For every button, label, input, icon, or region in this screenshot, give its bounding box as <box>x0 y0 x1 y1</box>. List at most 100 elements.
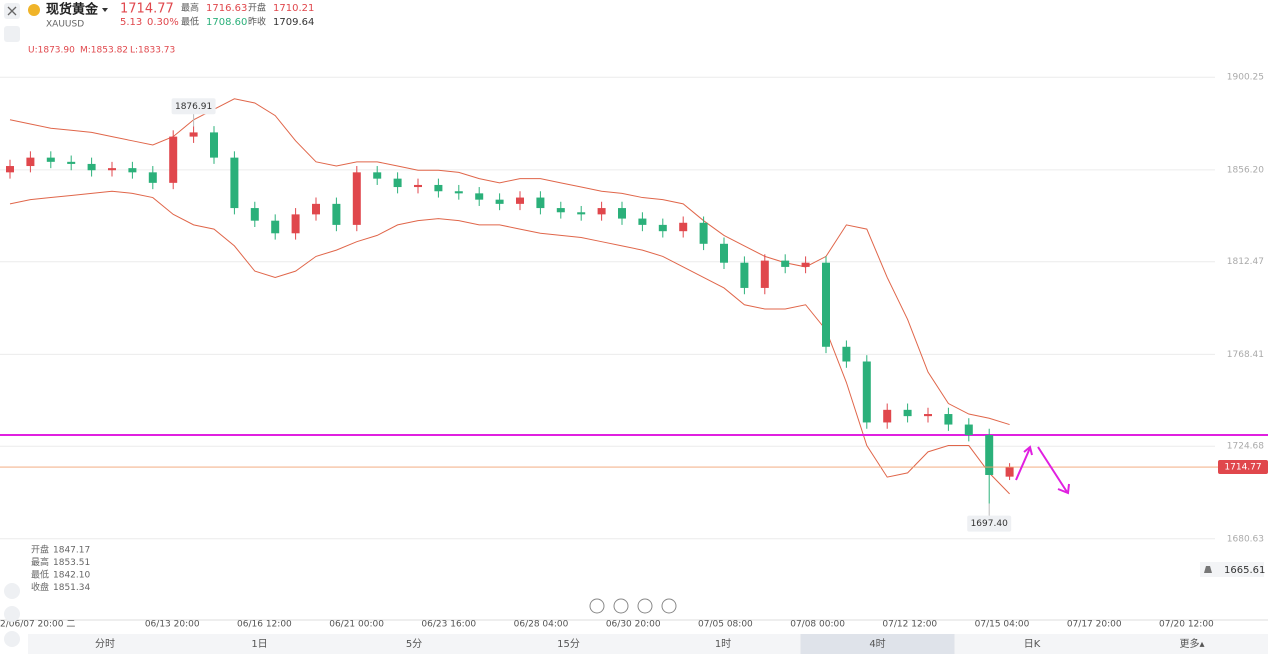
candle-body <box>108 168 116 171</box>
info-value: 1847.17 <box>53 546 90 556</box>
x-tick-label: 06/16 12:00 <box>237 620 292 630</box>
expand-button[interactable] <box>4 26 20 42</box>
symbol-name[interactable]: 现货黄金 <box>46 2 99 18</box>
candle-body <box>985 435 994 475</box>
candle-body <box>210 132 218 158</box>
tab[interactable]: 日K <box>1024 639 1041 650</box>
candle-body <box>230 157 239 209</box>
low-label: 最低 <box>181 16 199 28</box>
candle-body <box>352 172 361 225</box>
info-value: 1851.34 <box>53 583 90 593</box>
x-tick-label: 06/30 20:00 <box>606 620 661 630</box>
low-value: 1708.60 <box>206 17 247 28</box>
alert-price: 1665.61 <box>1224 565 1265 576</box>
candle-body <box>781 260 790 267</box>
bell-icon <box>1204 566 1212 573</box>
boll-lower: L:1833.73 <box>130 46 175 56</box>
zoom-in[interactable] <box>661 598 677 614</box>
tab[interactable]: 更多▴ <box>1179 637 1204 650</box>
candle-body <box>271 220 280 234</box>
tab[interactable]: 分时 <box>95 638 115 650</box>
boll-mid: M:1853.82 <box>80 46 128 56</box>
candle-body <box>189 132 198 137</box>
candle-body <box>964 424 973 436</box>
zoom-out[interactable] <box>589 598 605 614</box>
tab[interactable]: 1时 <box>715 638 731 650</box>
candle-body <box>393 178 402 188</box>
annotation-label: 1697.40 <box>971 519 1008 529</box>
indicator-button[interactable] <box>4 583 20 599</box>
candle-body <box>822 262 830 347</box>
candle-body <box>536 197 545 209</box>
candle-body <box>373 172 382 179</box>
annotation-arrows <box>1015 445 1070 495</box>
settings-button[interactable] <box>4 631 20 647</box>
candle-body <box>577 212 586 215</box>
info-label: 开盘 <box>31 544 49 556</box>
candle-body <box>679 222 688 232</box>
candle-body <box>454 191 463 194</box>
high-value: 1716.63 <box>206 3 247 14</box>
x-tick-label: 07/15 04:00 <box>975 620 1030 630</box>
y-tick-label: 1856.20 <box>1227 165 1264 175</box>
high-label: 最高 <box>181 2 199 14</box>
candle-body <box>618 208 626 219</box>
candle-body <box>414 184 422 188</box>
candle-body <box>720 243 728 263</box>
candle-body <box>1005 467 1014 477</box>
prev[interactable] <box>613 598 629 614</box>
candle-body <box>128 168 137 173</box>
next[interactable] <box>637 598 653 614</box>
y-tick-label: 1724.68 <box>1227 442 1264 452</box>
tab-active <box>800 634 955 654</box>
tab-bar <box>28 634 1268 654</box>
tabs: 分时 1日 5分 15分 1时 4时 日K 更多▴ <box>95 634 1205 654</box>
tab[interactable]: 4时 <box>869 638 885 650</box>
x-tick-label: 07/20 12:00 <box>1159 620 1214 630</box>
candle-body <box>332 203 341 225</box>
candle-body <box>46 157 55 162</box>
boll-upper: U:1873.90 <box>28 46 75 56</box>
candle-body <box>556 208 565 213</box>
draw-button[interactable] <box>4 606 20 622</box>
gold-icon <box>28 4 40 16</box>
candle-body <box>699 222 708 244</box>
price-tag-label: 1714.77 <box>1224 463 1261 473</box>
candle-body <box>842 346 851 362</box>
candle-body <box>87 163 96 171</box>
dropdown-icon <box>102 8 108 12</box>
candle-body <box>638 218 647 225</box>
x-tick-label: 06/13 20:00 <box>145 620 200 630</box>
candle-body <box>169 136 178 183</box>
info-label: 最低 <box>31 569 49 581</box>
candle-body <box>250 208 259 221</box>
tab[interactable]: 5分 <box>406 638 422 650</box>
candle-body <box>658 224 667 232</box>
boll-band <box>9 98 1010 426</box>
candle-body <box>740 262 749 288</box>
prev-value: 1709.64 <box>273 17 314 28</box>
tab[interactable]: 15分 <box>557 638 580 650</box>
candle-body <box>26 157 35 167</box>
candle-body <box>801 262 810 267</box>
candle-body <box>312 203 320 215</box>
y-tick-label: 1900.25 <box>1227 73 1264 83</box>
tab[interactable]: 1日 <box>251 639 267 650</box>
open-label: 开盘 <box>248 2 266 14</box>
alert-box[interactable] <box>1200 562 1264 577</box>
prev-label: 昨收 <box>248 16 266 28</box>
change-pct: 0.30% <box>147 17 179 28</box>
x-tick-label: 07/05 08:00 <box>698 620 753 630</box>
y-tick-label: 1812.47 <box>1227 257 1264 267</box>
change: 5.13 <box>120 17 142 28</box>
candle-body <box>597 208 606 215</box>
y-tick-label: 1680.63 <box>1227 534 1264 544</box>
annotation-label: 1876.91 <box>175 102 212 112</box>
x-tick-label: 06/21 00:00 <box>329 620 384 630</box>
candle-body <box>67 161 76 164</box>
x-tick-label: 06/28 04:00 <box>514 620 569 630</box>
candle-body <box>903 409 912 417</box>
x-tick-label: 06/23 16:00 <box>421 620 476 630</box>
x-tick-label: 2/06/07 20:00 二 <box>0 620 75 630</box>
